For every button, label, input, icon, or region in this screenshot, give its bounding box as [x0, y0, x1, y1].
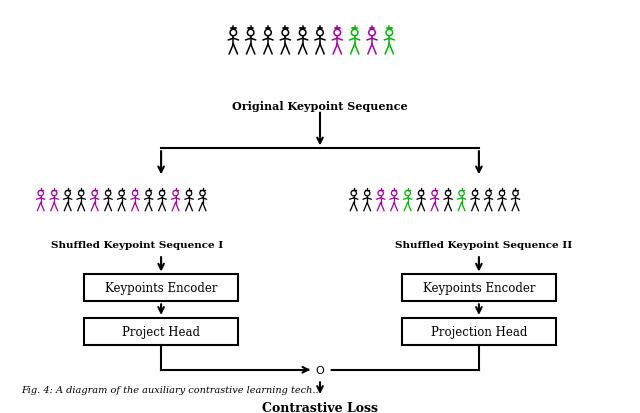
FancyBboxPatch shape — [84, 318, 238, 345]
Text: Keypoints Encoder: Keypoints Encoder — [105, 282, 218, 295]
Text: O: O — [316, 365, 324, 375]
Text: Keypoints Encoder: Keypoints Encoder — [422, 282, 535, 295]
FancyBboxPatch shape — [402, 318, 556, 345]
Text: Original Keypoint Sequence: Original Keypoint Sequence — [232, 101, 408, 112]
Text: Fig. 4: A diagram of the auxiliary contrastive learning tech...: Fig. 4: A diagram of the auxiliary contr… — [22, 385, 322, 394]
Circle shape — [310, 360, 330, 380]
Text: Contrastive Loss: Contrastive Loss — [262, 401, 378, 413]
Text: Project Head: Project Head — [122, 325, 200, 338]
FancyBboxPatch shape — [84, 275, 238, 301]
FancyBboxPatch shape — [402, 275, 556, 301]
Text: Shuffled Keypoint Sequence II: Shuffled Keypoint Sequence II — [395, 240, 572, 249]
Text: Projection Head: Projection Head — [431, 325, 527, 338]
Text: Shuffled Keypoint Sequence I: Shuffled Keypoint Sequence I — [51, 240, 223, 249]
